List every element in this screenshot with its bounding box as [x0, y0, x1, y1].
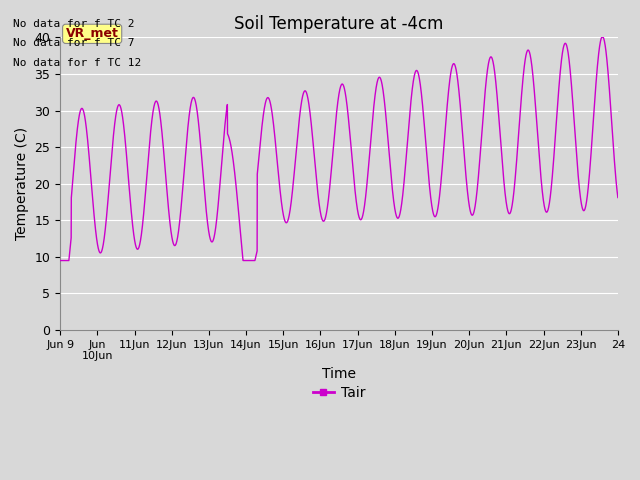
Text: No data for f TC 7: No data for f TC 7	[13, 38, 134, 48]
Legend: Tair: Tair	[307, 380, 371, 405]
Text: VR_met: VR_met	[66, 27, 118, 40]
Text: No data for f TC 2: No data for f TC 2	[13, 19, 134, 29]
Text: No data for f TC 12: No data for f TC 12	[13, 58, 141, 68]
Title: Soil Temperature at -4cm: Soil Temperature at -4cm	[234, 15, 444, 33]
X-axis label: Time: Time	[322, 367, 356, 381]
Y-axis label: Temperature (C): Temperature (C)	[15, 127, 29, 240]
